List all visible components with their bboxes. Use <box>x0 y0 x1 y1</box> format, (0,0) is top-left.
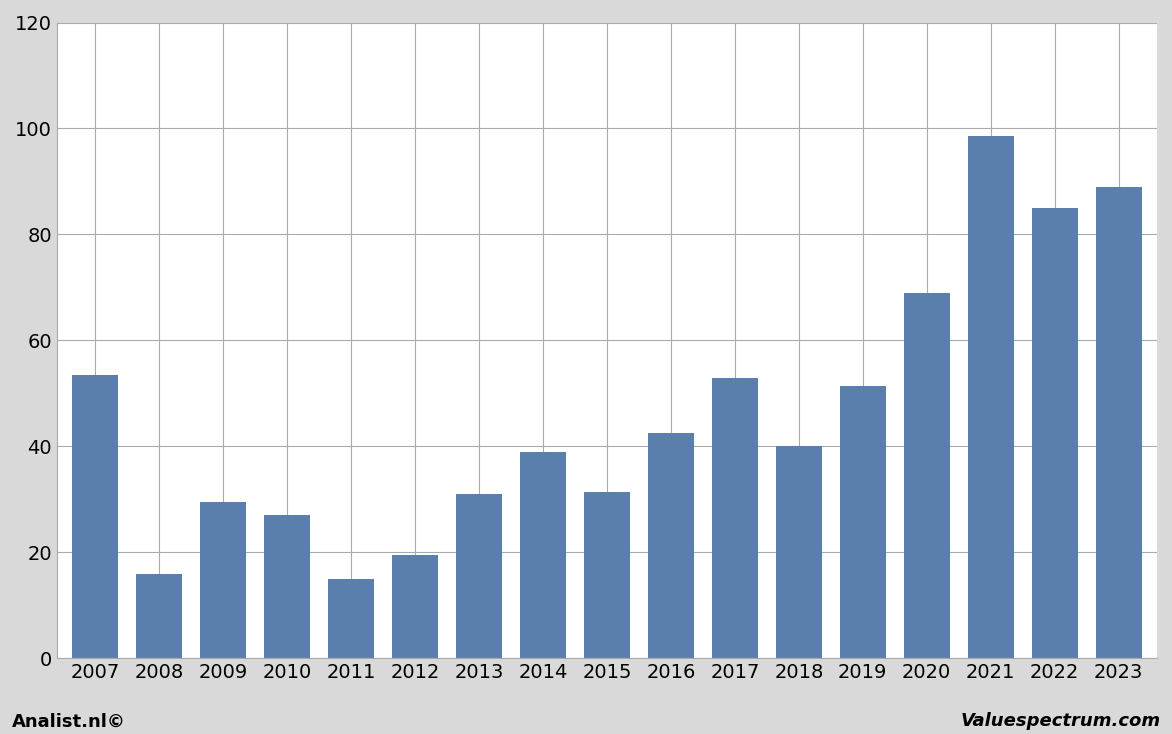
Bar <box>584 492 631 658</box>
Bar <box>73 375 118 658</box>
Bar <box>328 579 374 658</box>
Bar <box>391 555 438 658</box>
Bar <box>1096 186 1142 658</box>
Bar <box>840 385 886 658</box>
Bar <box>200 502 246 658</box>
Bar <box>1031 208 1078 658</box>
Text: Analist.nl©: Analist.nl© <box>12 712 125 730</box>
Bar <box>520 451 566 658</box>
Bar <box>456 494 502 658</box>
Bar <box>904 293 949 658</box>
Bar <box>711 377 758 658</box>
Bar <box>968 137 1014 658</box>
Bar <box>264 515 311 658</box>
Text: Valuespectrum.com: Valuespectrum.com <box>960 712 1160 730</box>
Bar <box>776 446 822 658</box>
Bar <box>648 433 694 658</box>
Bar <box>136 574 182 658</box>
